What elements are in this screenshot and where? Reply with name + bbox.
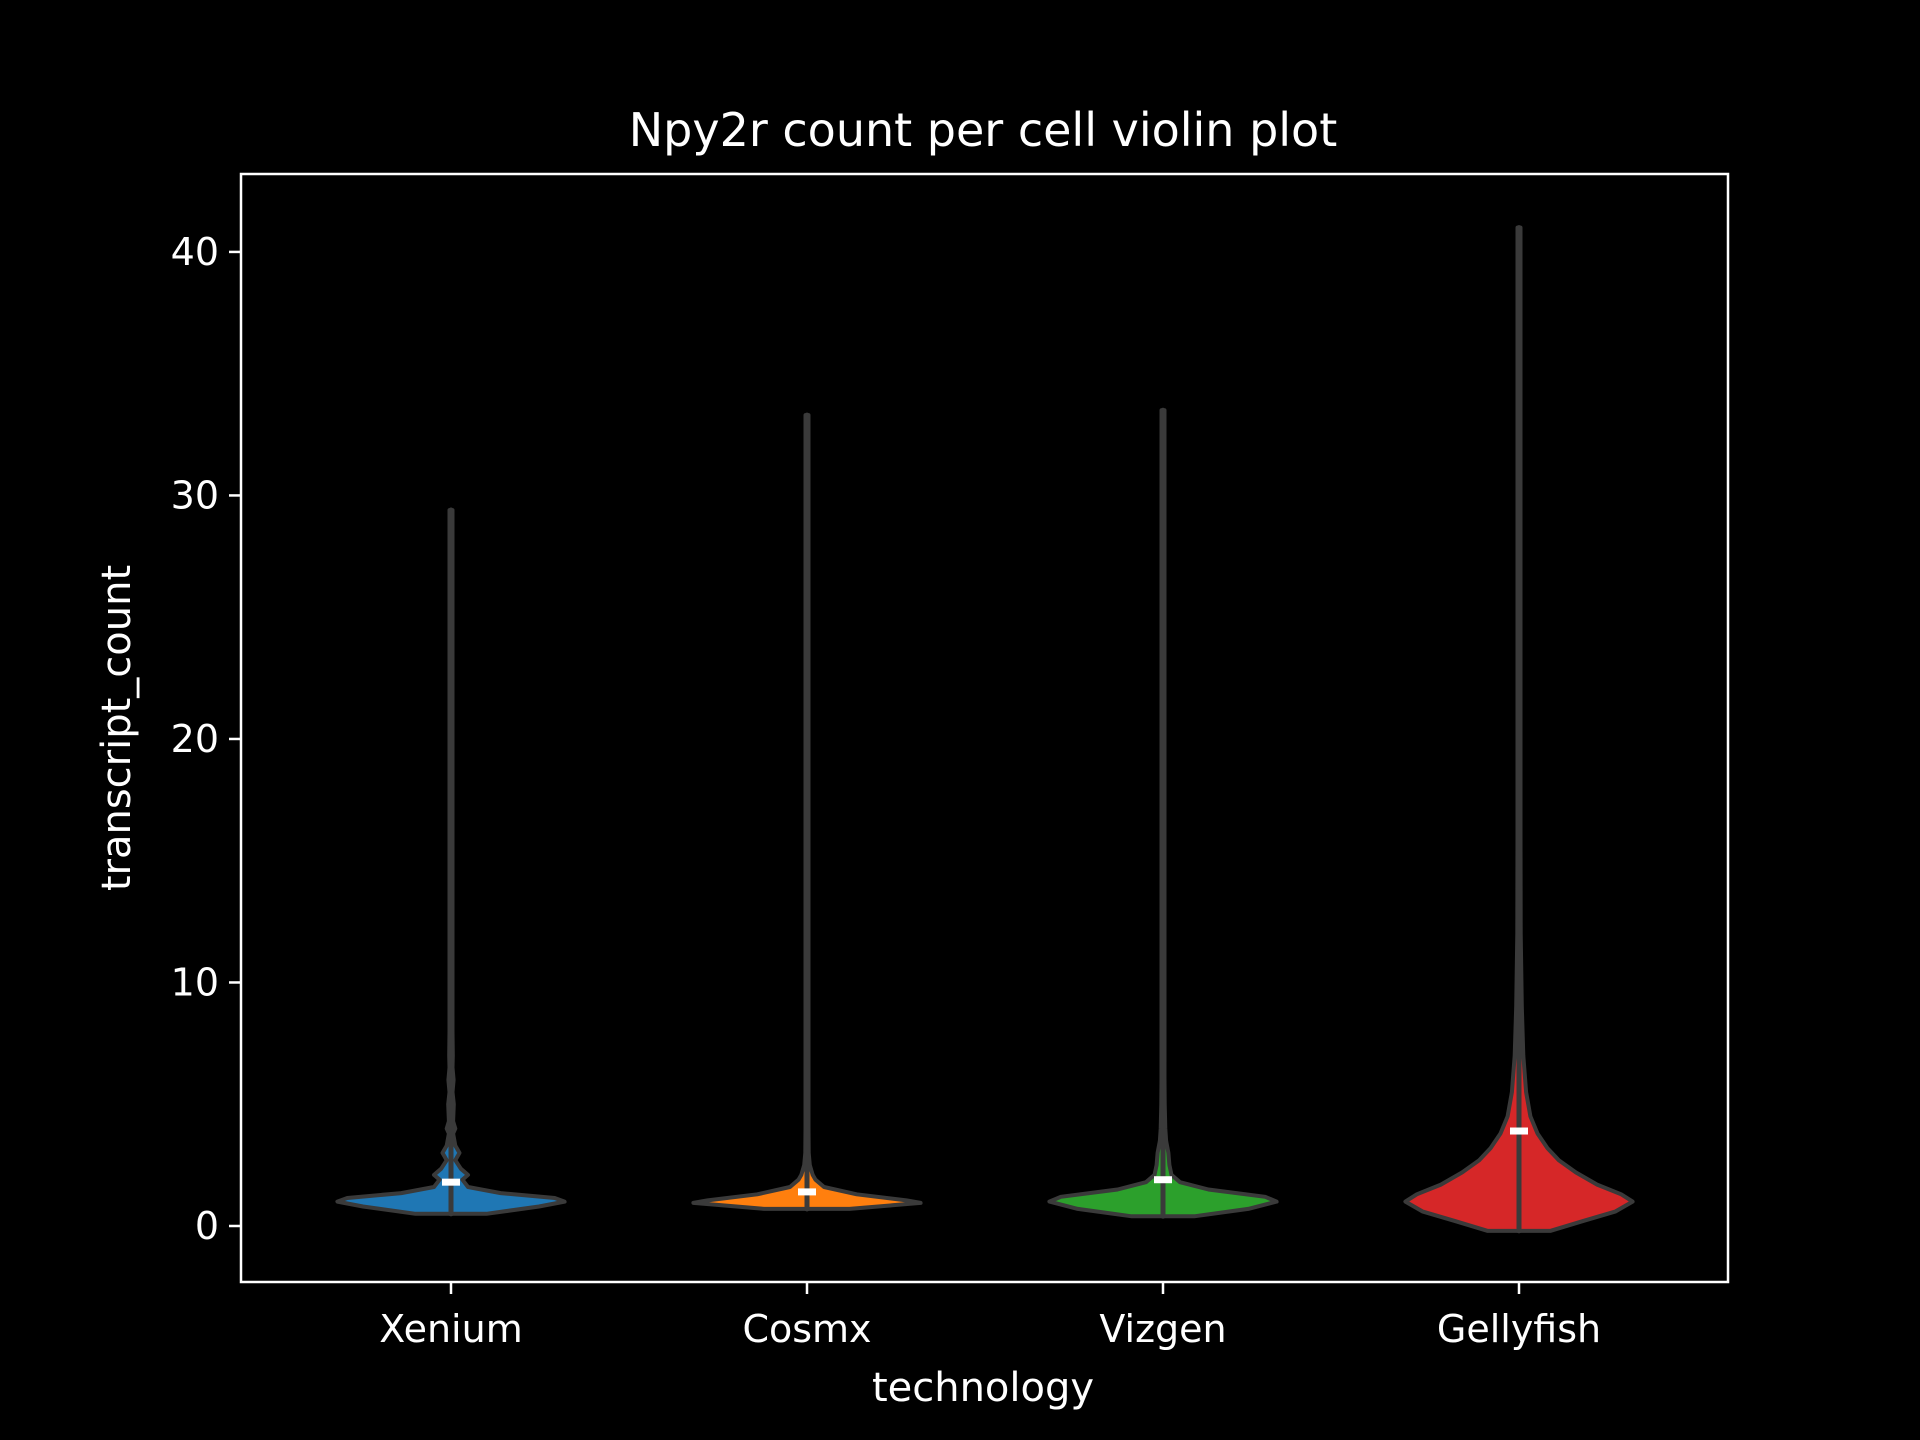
axes-frame <box>239 172 1730 1284</box>
violin-xenium <box>335 507 567 1217</box>
y-tick-label: 40 <box>171 230 219 274</box>
x-axis: Xenium Cosmx Vizgen Gellyfish <box>379 1282 1601 1351</box>
x-tick-label-cosmx: Cosmx <box>742 1307 871 1351</box>
x-tick-label-xenium: Xenium <box>379 1307 522 1351</box>
median-marker <box>1154 1176 1172 1184</box>
y-tick-label: 10 <box>171 960 219 1004</box>
x-axis-label: technology <box>872 1365 1094 1411</box>
y-axis: 0 10 20 30 40 <box>171 230 241 1248</box>
violin-cosmx <box>691 412 923 1212</box>
x-tick-label-vizgen: Vizgen <box>1099 1307 1226 1351</box>
y-axis-label: transcript_count <box>94 565 140 891</box>
median-marker <box>442 1178 460 1186</box>
y-tick-label: 0 <box>195 1204 219 1248</box>
plot-area <box>335 225 1635 1234</box>
x-tick-label-gellyfish: Gellyfish <box>1437 1307 1601 1351</box>
violin-gellyfish <box>1403 225 1635 1234</box>
median-marker <box>1510 1127 1528 1135</box>
chart-title: Npy2r count per cell violin plot <box>629 103 1338 157</box>
median-marker <box>798 1188 816 1196</box>
violin-vizgen <box>1047 407 1279 1219</box>
y-tick-label: 20 <box>171 717 219 761</box>
y-tick-label: 30 <box>171 473 219 517</box>
